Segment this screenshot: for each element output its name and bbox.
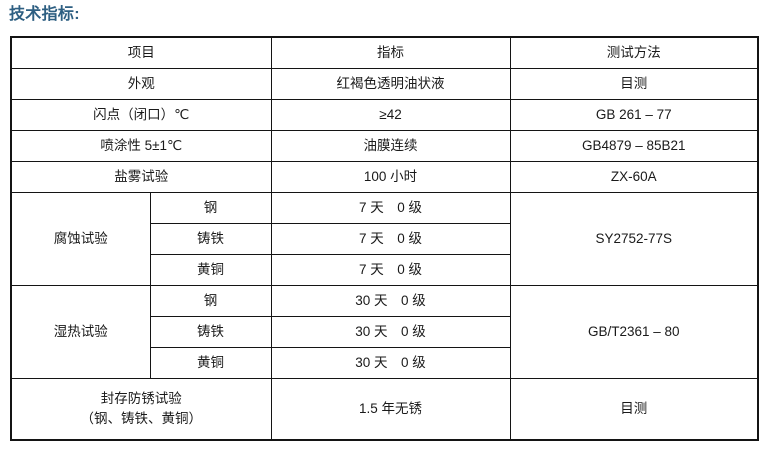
cell-material: 钢	[149, 284, 272, 317]
cell-index: 7 天 0 级	[270, 191, 511, 224]
cell-item: 盐雾试验	[10, 160, 272, 193]
cell-item-storage: 封存防锈试验 （钢、铸铁、黄铜）	[10, 377, 272, 441]
cell-method-corrosion: SY2752-77S	[509, 191, 759, 286]
cell-method: ZX-60A	[509, 160, 759, 193]
cell-method-storage: 目测	[509, 377, 759, 441]
table-row: 盐雾试验 100 小时 ZX-60A	[10, 160, 759, 193]
header-cell-method: 测试方法	[509, 36, 759, 69]
table-row: 闪点（闭口）℃ ≥42 GB 261 – 77	[10, 98, 759, 131]
cell-item: 外观	[10, 67, 272, 100]
cell-index: 100 小时	[270, 160, 511, 193]
table-row-storage: 封存防锈试验 （钢、铸铁、黄铜） 1.5 年无锈 目测	[10, 377, 759, 441]
header-cell-item: 项目	[10, 36, 272, 69]
cell-index: 7 天 0 级	[270, 253, 511, 286]
cell-index-storage: 1.5 年无锈	[270, 377, 511, 441]
cell-group-label-humidity: 湿热试验	[10, 284, 151, 379]
cell-index: 30 天 0 级	[270, 284, 511, 317]
cell-material: 黄铜	[149, 253, 272, 286]
table-row-corrosion-steel: 腐蚀试验 钢 7 天 0 级 SY2752-77S	[10, 191, 759, 286]
cell-index: 红褐色透明油状液	[270, 67, 511, 100]
table-row: 喷涂性 5±1℃ 油膜连续 GB4879 – 85B21	[10, 129, 759, 162]
table-row-humidity-steel: 湿热试验 钢 30 天 0 级 GB/T2361 – 80	[10, 284, 759, 379]
cell-item-storage-line2: （钢、铸铁、黄铜）	[80, 410, 203, 426]
cell-index: 油膜连续	[270, 129, 511, 162]
cell-material: 钢	[149, 191, 272, 224]
table-header-row: 项目 指标 测试方法	[10, 36, 759, 69]
cell-index: ≥42	[270, 98, 511, 131]
cell-method-humidity: GB/T2361 – 80	[509, 284, 759, 379]
cell-group-label-corrosion: 腐蚀试验	[10, 191, 151, 286]
cell-method: GB4879 – 85B21	[509, 129, 759, 162]
spec-table-container: 项目 指标 测试方法 外观 红褐色透明油状液 目测 闪点（闭口）℃ ≥42 GB…	[10, 36, 759, 441]
cell-item-storage-line1: 封存防锈试验	[100, 391, 182, 407]
cell-material: 黄铜	[149, 346, 272, 379]
header-cell-index: 指标	[270, 36, 511, 69]
cell-index: 7 天 0 级	[270, 222, 511, 255]
cell-material: 铸铁	[149, 222, 272, 255]
table-row-humidity-brass: 黄铜 30 天 0 级	[11, 346, 758, 379]
page-title: 技术指标:	[9, 6, 80, 23]
cell-material: 铸铁	[149, 315, 272, 348]
table-row-corrosion-brass: 黄铜 7 天 0 级	[11, 253, 758, 286]
cell-method: GB 261 – 77	[509, 98, 759, 131]
table-row-humidity-castiron: 铸铁 30 天 0 级	[11, 315, 758, 348]
cell-index: 30 天 0 级	[270, 315, 511, 348]
technical-spec-table: 项目 指标 测试方法 外观 红褐色透明油状液 目测 闪点（闭口）℃ ≥42 GB…	[10, 36, 759, 441]
cell-method: 目测	[509, 67, 759, 100]
table-row: 外观 红褐色透明油状液 目测	[10, 67, 759, 100]
cell-item: 喷涂性 5±1℃	[10, 129, 272, 162]
cell-index: 30 天 0 级	[270, 346, 511, 379]
table-row-corrosion-castiron: 铸铁 7 天 0 级	[11, 222, 758, 255]
cell-item: 闪点（闭口）℃	[10, 98, 272, 131]
